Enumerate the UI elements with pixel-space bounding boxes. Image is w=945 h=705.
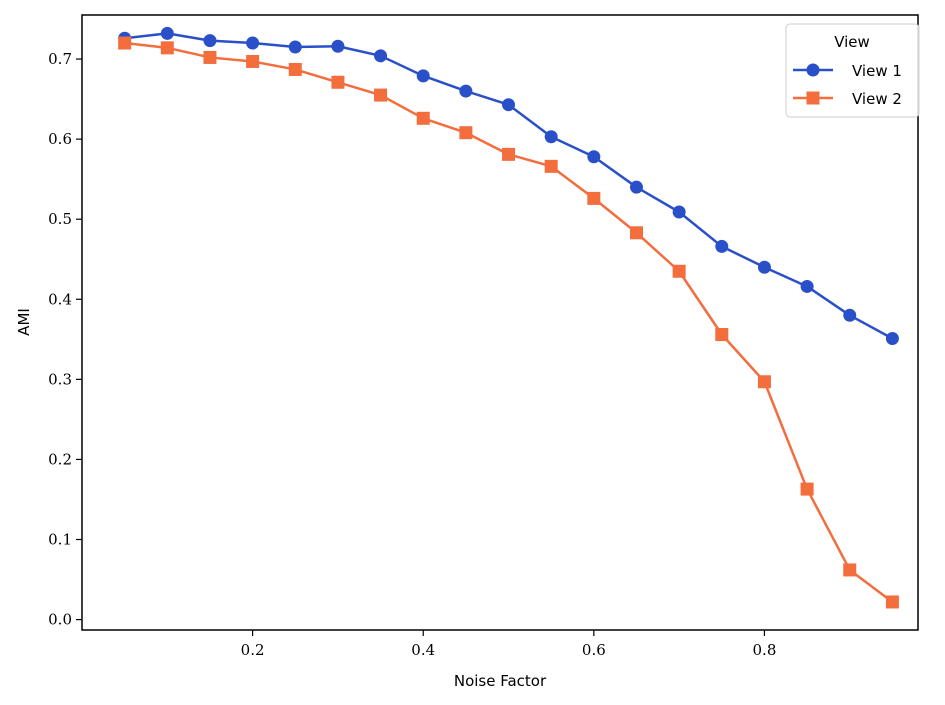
data-point-view-2 xyxy=(502,147,516,161)
data-point-view-2 xyxy=(160,41,174,55)
data-point-view-1 xyxy=(672,205,686,219)
data-point-view-2 xyxy=(757,375,771,389)
x-tick-label: 0.4 xyxy=(411,641,435,659)
x-tick-label: 0.8 xyxy=(753,641,777,659)
data-point-view-2 xyxy=(544,159,558,173)
plot-frame xyxy=(81,14,919,631)
data-point-view-2 xyxy=(715,328,729,342)
x-axis-label: Noise Factor xyxy=(454,672,547,690)
x-axis-ticks: 0.2 0.4 0.6 0.8 xyxy=(241,630,777,659)
data-point-view-2 xyxy=(587,191,601,205)
data-point-view-2 xyxy=(374,88,388,102)
data-point-view-2 xyxy=(672,264,686,278)
legend-marker-view-1 xyxy=(806,63,820,77)
data-point-view-2 xyxy=(203,50,217,64)
legend-label-view-2: View 2 xyxy=(852,90,902,108)
data-point-view-2 xyxy=(629,226,643,240)
data-point-view-1 xyxy=(629,180,643,194)
legend-title: View xyxy=(834,33,870,51)
legend: View View 1 View 2 xyxy=(785,23,920,118)
data-point-view-1 xyxy=(160,26,174,40)
data-point-view-2 xyxy=(416,111,430,125)
y-tick-label: 0.0 xyxy=(48,611,72,629)
data-point-view-2 xyxy=(246,54,260,68)
y-tick-label: 0.1 xyxy=(48,531,72,549)
data-point-view-1 xyxy=(416,69,430,83)
data-point-view-1 xyxy=(587,150,601,164)
x-tick-label: 0.6 xyxy=(582,641,606,659)
legend-label-view-1: View 1 xyxy=(852,62,902,80)
x-tick-label: 0.2 xyxy=(241,641,265,659)
data-point-view-2 xyxy=(885,595,899,609)
y-tick-label: 0.4 xyxy=(48,290,72,308)
y-tick-label: 0.3 xyxy=(48,370,72,388)
data-point-view-1 xyxy=(757,260,771,274)
data-point-view-2 xyxy=(800,482,814,496)
data-point-view-2 xyxy=(331,75,345,89)
data-point-view-2 xyxy=(288,62,302,76)
y-tick-label: 0.2 xyxy=(48,450,72,468)
data-point-view-1 xyxy=(374,49,388,63)
data-point-view-1 xyxy=(288,40,302,54)
y-tick-label: 0.7 xyxy=(48,50,72,68)
data-point-view-2 xyxy=(118,36,132,50)
legend-marker-view-2 xyxy=(806,91,820,105)
data-point-view-1 xyxy=(885,332,899,346)
series-view-2 xyxy=(118,36,899,609)
data-point-view-1 xyxy=(246,36,260,50)
y-axis-ticks: 0.0 0.1 0.2 0.3 0.4 0.5 0.6 0.7 xyxy=(48,50,82,629)
data-point-view-1 xyxy=(800,279,814,293)
series-layer xyxy=(118,26,899,609)
data-point-view-1 xyxy=(843,308,857,322)
y-tick-label: 0.5 xyxy=(48,210,72,228)
y-axis-label: AMI xyxy=(15,308,33,336)
data-point-view-2 xyxy=(459,126,473,140)
data-point-view-1 xyxy=(502,98,516,112)
data-point-view-1 xyxy=(331,39,345,53)
data-point-view-2 xyxy=(843,563,857,577)
data-point-view-1 xyxy=(203,34,217,48)
data-point-view-1 xyxy=(544,130,558,144)
data-point-view-1 xyxy=(715,239,729,253)
data-point-view-1 xyxy=(459,84,473,98)
y-tick-label: 0.6 xyxy=(48,130,72,148)
plot-area xyxy=(82,15,918,630)
